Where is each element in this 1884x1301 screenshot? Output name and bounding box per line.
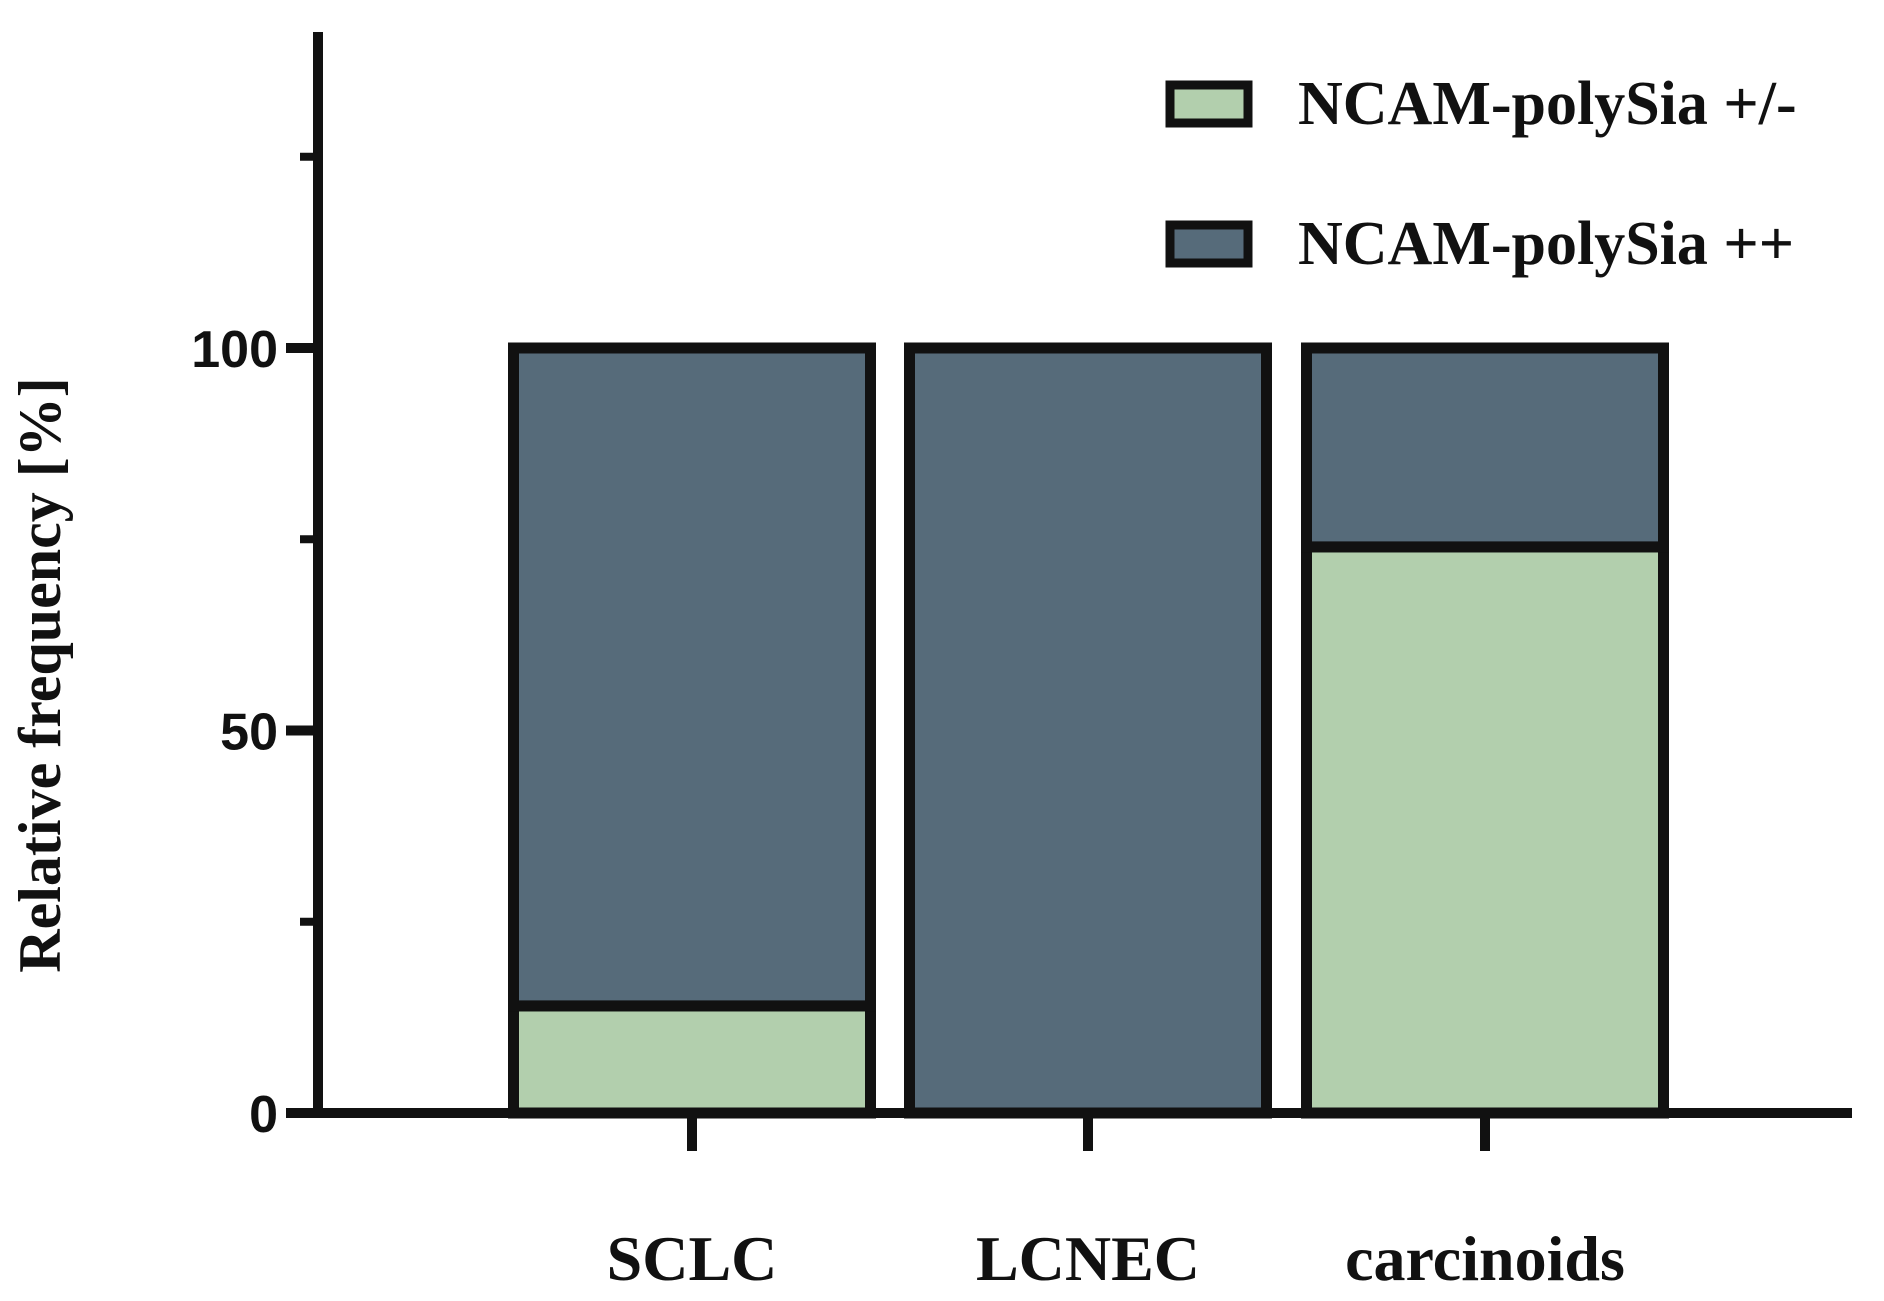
- legend-swatch-2: [1165, 220, 1253, 268]
- y-tick-label: 0: [249, 1086, 278, 1144]
- axes-layer: [313, 32, 1852, 1118]
- ticks-layer: SCLC LCNEC carcinoids 0 50 100: [191, 152, 1625, 1294]
- legend-label-1: NCAM-polySia +/-: [1298, 70, 1797, 138]
- bar-segment-sclc-series-2: [508, 342, 876, 1012]
- bar-segment-carcinoids-series-2: [1301, 342, 1669, 553]
- bar-segment-carcinoids-series-1: [1301, 541, 1669, 1119]
- x-tick-label: LCNEC: [976, 1223, 1200, 1294]
- legend-label-2: NCAM-polySia ++: [1298, 210, 1794, 278]
- y-tick-label: 100: [191, 321, 278, 379]
- x-tick-label: carcinoids: [1345, 1223, 1625, 1294]
- x-tick-label: SCLC: [607, 1223, 778, 1294]
- bar-segment-sclc-series-1: [508, 1000, 876, 1119]
- y-axis-title: Relative frequency [%]: [7, 377, 73, 972]
- y-tick-label: 50: [220, 704, 278, 762]
- legend: NCAM-polySia +/- NCAM-polySia ++: [1165, 70, 1797, 278]
- legend-swatch-1: [1165, 80, 1253, 128]
- bars-layer: [508, 342, 1669, 1119]
- bar-segment-lcnec-series-2: [904, 342, 1272, 1119]
